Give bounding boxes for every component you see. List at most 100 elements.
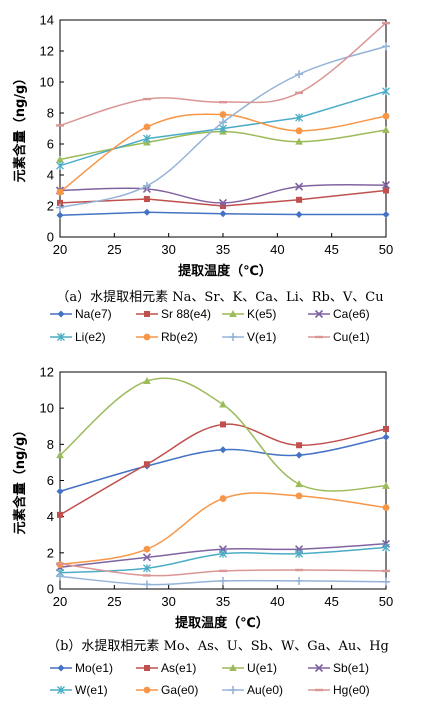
chart-b-legend-marker: [57, 664, 65, 672]
chart-a-xtick-label: 25: [107, 242, 121, 257]
chart-b-xtick-label: 25: [107, 594, 121, 609]
chart-a-legend-label: Na(e7): [75, 307, 112, 321]
chart-a-xtick-label: 50: [379, 242, 393, 257]
chart-a-ytick-label: 8: [47, 106, 54, 121]
chart-a-data-point: [382, 112, 390, 120]
chart-b-legend-label: U(e1): [247, 661, 277, 675]
chart-b-xtick-label: 30: [161, 594, 175, 609]
chart-a-ytick-label: 12: [40, 44, 54, 59]
chart-b-xtick-label: 45: [324, 594, 338, 609]
chart-a-series-cu-e1: [56, 21, 390, 127]
chart-b-legend-label: W(e1): [75, 683, 108, 697]
chart-b-legend-entry: U(e1): [222, 661, 277, 675]
chart-a-xtick-label: 35: [216, 242, 230, 257]
chart-a-data-point: [382, 42, 390, 51]
chart-a-legend-entry: Cu(e1): [308, 330, 370, 344]
chart-a-ylabel: 元素含量（ng/g）: [12, 72, 28, 183]
chart-a-legend-label: Sr 88(e4): [161, 307, 211, 321]
chart-a-ytick-label: 0: [47, 230, 54, 245]
chart-a-legend-marker: [314, 309, 324, 319]
chart-a-data-point: [142, 134, 151, 143]
chart-b-xtick-label: 20: [53, 594, 67, 609]
chart-b-data-point: [382, 433, 390, 441]
chart-a-data-point: [56, 161, 64, 170]
chart-a-data-point: [218, 198, 228, 207]
chart-b-data-point: [296, 442, 303, 449]
chart-a-series-li-e2: [56, 87, 390, 170]
chart-b-legend-label: Sb(e1): [333, 661, 369, 675]
chart-b-legend-entry: Au(e0): [222, 683, 283, 697]
chart-b-legend-marker: [314, 663, 324, 673]
chart-b-data-point: [142, 580, 151, 589]
chart-a-data-point: [56, 188, 64, 196]
chart-a-series-rb-e2: [56, 111, 390, 196]
chart-b-series-w-e1: [56, 543, 390, 577]
chart-a-data-point: [219, 111, 227, 118]
chart-a-data-point: [382, 87, 390, 96]
chart-a-series-na-e7: [56, 208, 390, 219]
chart-b-legend-marker: [143, 686, 151, 694]
chart-b-data-point: [295, 451, 303, 459]
chart-b-data-point: [56, 451, 64, 459]
chart-b-legend-marker: [229, 664, 237, 671]
chart-b-legend-label: Au(e0): [247, 683, 283, 697]
chart-b-data-point: [295, 480, 303, 488]
chart-a-legend-entry: Ca(e6): [308, 307, 370, 321]
chart-b-data-point: [219, 495, 227, 502]
chart-a-data-point: [56, 211, 64, 219]
chart-a-data-point: [219, 118, 227, 127]
chart-a-data-point: [295, 182, 304, 191]
chart-a-data-point: [382, 126, 390, 134]
chart-b-caption: （b）水提取相元素 Mo、As、U、Sb、W、Ga、Au、Hg: [47, 638, 389, 654]
chart-a-legend-marker: [229, 310, 237, 317]
chart-a-legend-marker: [229, 333, 237, 341]
chart-a-legend-entry: Rb(e2): [136, 330, 198, 344]
chart-a-data-point: [142, 181, 151, 190]
chart-b-data-point: [56, 487, 64, 495]
chart-a-legend-entry: Na(e7): [50, 307, 112, 321]
chart-a-xtick-label: 20: [53, 242, 67, 257]
chart-b-data-point: [382, 577, 390, 586]
chart-b-legend-entry: Mo(e1): [50, 661, 113, 675]
chart-b-data-point: [219, 400, 227, 408]
chart-a-legend-label: K(e5): [247, 307, 276, 321]
chart-b-legend-label: Ga(e0): [161, 683, 198, 697]
chart-b-legend-label: Hg(e0): [333, 683, 370, 697]
chart-a-data-point: [383, 187, 389, 194]
chart-b-data-point: [56, 572, 64, 581]
chart-b-series-au-e0: [56, 572, 390, 589]
chart-a-data-point: [382, 211, 390, 219]
chart-a-ytick-label: 10: [40, 75, 54, 90]
chart-a-legend-label: Cu(e1): [333, 330, 370, 344]
chart-b-data-point: [219, 549, 227, 558]
chart-a-ytick-label: 14: [40, 13, 54, 28]
chart-b-data-point: [295, 576, 304, 585]
chart-a-data-point: [143, 208, 151, 216]
chart-b-legend-entry: W(e1): [50, 683, 108, 697]
chart-a-series-sr-88-e4: [57, 187, 389, 209]
chart-b-legend-label: Mo(e1): [75, 661, 113, 675]
chart-b-ytick-label: 4: [47, 509, 54, 524]
chart-a-legend-entry: K(e5): [222, 307, 276, 321]
chart-a-ytick-label: 4: [47, 168, 54, 183]
chart-a-data-point: [381, 181, 391, 190]
chart-a-xlabel: 提取温度（℃）: [178, 263, 272, 279]
chart-a-legend-marker: [57, 333, 65, 341]
chart-b-legend-marker: [57, 686, 65, 694]
chart-a-data-point: [56, 155, 64, 163]
chart-a-data-point: [295, 127, 303, 135]
chart-b-ylabel: 元素含量（ng/g）: [12, 424, 28, 535]
chart-a-data-point: [295, 113, 304, 122]
chart-a-data-point: [295, 137, 303, 145]
chart-b-data-point: [383, 425, 389, 432]
chart-b-data-point: [219, 446, 227, 454]
chart-a-legend-label: Rb(e2): [161, 330, 198, 344]
chart-b-xtick-label: 35: [216, 594, 230, 609]
chart-a-legend-label: Ca(e6): [333, 307, 370, 321]
chart-a-xtick-label: 45: [324, 242, 338, 257]
chart-a-data-point: [220, 203, 226, 209]
chart-b-data-point: [57, 511, 63, 518]
chart-b-legend-entry: Sb(e1): [308, 661, 369, 675]
chart-a-data-point: [57, 199, 63, 206]
